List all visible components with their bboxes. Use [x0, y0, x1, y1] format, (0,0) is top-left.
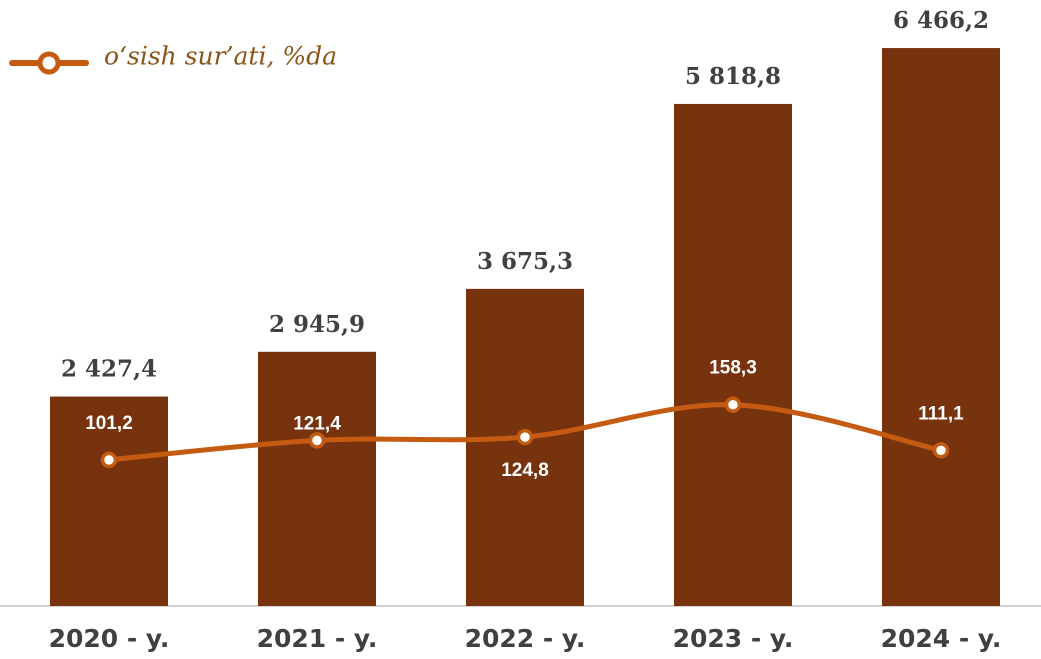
x-tick-label: 2020 - y.	[49, 624, 170, 653]
line-marker	[724, 396, 742, 413]
bar	[466, 288, 584, 606]
line-value-label: 111,1	[918, 403, 964, 424]
line-value-label: 124,8	[501, 460, 549, 481]
x-tick-label: 2021 - y.	[257, 624, 378, 653]
legend-label: o‘sish sur’ati, %da	[104, 42, 337, 71]
bar	[882, 48, 1000, 606]
line-value-label: 101,2	[85, 413, 133, 434]
line-value-label: 121,4	[293, 413, 341, 434]
bar-value-label: 6 466,2	[893, 7, 989, 34]
bar	[674, 103, 792, 606]
x-tick-label: 2022 - y.	[465, 624, 586, 653]
bar-value-label: 5 818,8	[685, 63, 781, 90]
line-marker	[308, 432, 326, 449]
bar	[50, 396, 168, 606]
bar-value-label: 2 945,9	[269, 311, 365, 338]
line-marker	[516, 428, 534, 446]
line-marker	[932, 442, 950, 459]
bar-value-label: 3 675,3	[477, 248, 573, 275]
legend-marker	[37, 51, 61, 75]
x-tick-label: 2023 - y.	[673, 624, 794, 653]
bar	[258, 351, 376, 606]
x-tick-label: 2024 - y.	[881, 624, 1002, 653]
bar-value-label: 2 427,4	[61, 356, 157, 383]
line-marker	[100, 451, 118, 469]
line-value-label: 158,3	[709, 358, 757, 379]
